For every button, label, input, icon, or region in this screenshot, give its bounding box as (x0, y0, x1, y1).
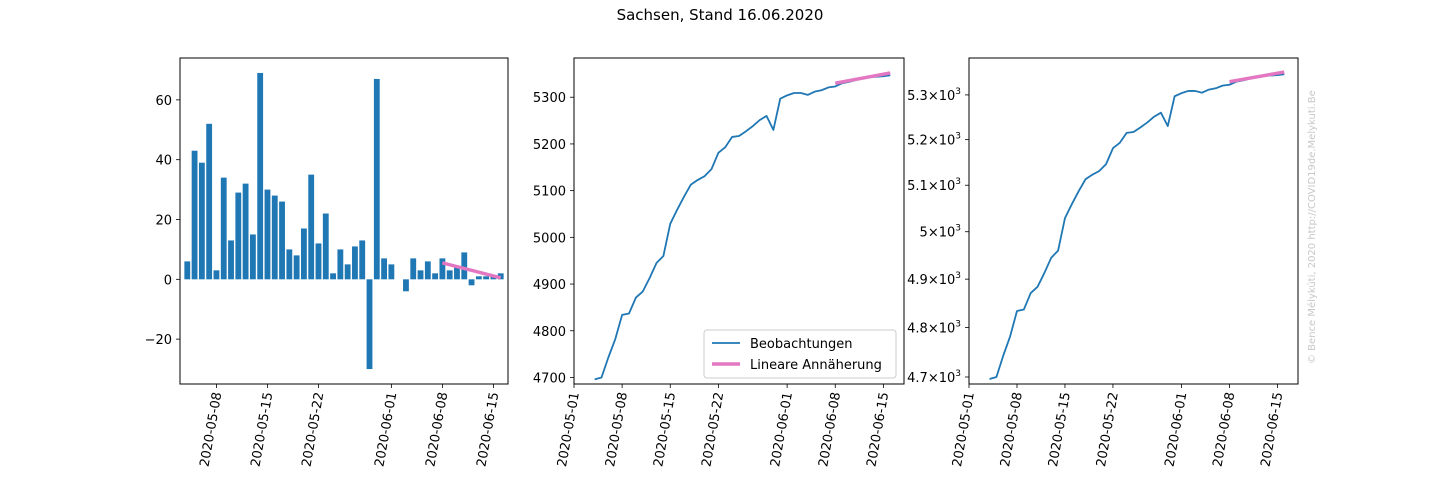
watermark-text: © Bence Mélykúti, 2020 http://COVID19de.… (1307, 90, 1318, 364)
y-tick-label: 5.3×103 (907, 87, 961, 104)
cumulative-log-chart: 4.7×103 4.8×103 4.9×103 5×103 5.1×103 5.2×103… (907, 57, 1299, 468)
x-tick-label: 2020-06-15 (864, 391, 892, 468)
x-tick-label: 2020-05-08 (197, 391, 225, 468)
y-tick-label: −20 (145, 333, 172, 348)
axes-frame (179, 57, 509, 385)
y-tick-label: 5.1×103 (907, 177, 961, 194)
y-tick-label: 4900 (533, 278, 566, 293)
bar (315, 243, 322, 280)
y-tick-label: 20 (155, 214, 172, 229)
x-tick-label: 2020-05-15 (1046, 391, 1074, 468)
bar (191, 150, 198, 280)
bar (417, 270, 424, 280)
bar (184, 261, 191, 280)
legend-label-observations: Beobachtungen (750, 337, 853, 352)
bar (220, 177, 227, 280)
y-tick-label: 40 (155, 154, 172, 169)
axes-frame (968, 57, 1299, 385)
y-tick-label: 4800 (533, 325, 566, 340)
x-tick-label: 2020-06-15 (1258, 391, 1286, 468)
x-tick-label: 2020-05-22 (300, 391, 328, 468)
bar (206, 123, 213, 280)
x-tick-label: 2020-06-08 (816, 391, 844, 468)
y-tick-label: 60 (155, 94, 172, 109)
observations-line (989, 73, 1285, 380)
bar (235, 192, 242, 280)
bar (490, 276, 497, 280)
bar (308, 174, 315, 280)
x-tick-label: 2020-06-15 (474, 391, 502, 468)
x-tick-label: 2020-06-08 (1211, 391, 1239, 468)
y-tick-label: 4.9×103 (907, 271, 961, 288)
x-tick-label: 2020-05-08 (603, 391, 631, 468)
bar (475, 276, 482, 280)
y-tick-label: 5200 (533, 138, 566, 153)
bar (300, 228, 307, 280)
x-tick-label: 2020-05-08 (998, 391, 1026, 468)
bar (249, 234, 256, 280)
bar (286, 249, 293, 280)
bar (228, 240, 234, 280)
fit-line (834, 71, 891, 85)
y-tick-label: 4.7×103 (907, 369, 961, 386)
bar (439, 258, 446, 280)
bar (366, 279, 373, 370)
bar (293, 255, 300, 280)
legend-label-fit: Lineare Annäherung (750, 358, 882, 373)
y-tick-label: 5000 (533, 231, 566, 246)
figure-title: Sachsen, Stand 16.06.2020 (616, 6, 824, 24)
legend-box (703, 329, 897, 379)
fit-line (441, 261, 502, 280)
bar (198, 162, 205, 280)
x-tick-label: 2020-06-01 (768, 391, 796, 468)
bar (344, 264, 351, 280)
bar (213, 270, 220, 280)
fit-line (1229, 70, 1285, 84)
bar (424, 261, 431, 280)
bar (403, 279, 409, 292)
x-tick-label: 2020-05-15 (249, 391, 277, 468)
y-tick-label: 4.8×103 (907, 320, 961, 337)
bar (264, 189, 271, 280)
bar (271, 195, 278, 280)
x-tick-label: 2020-05-22 (1094, 391, 1122, 468)
y-tick-label: 5.2×103 (907, 132, 961, 149)
x-tick-label: 2020-06-01 (1163, 391, 1191, 468)
bar (352, 246, 358, 280)
bar (373, 78, 380, 280)
bar (446, 270, 453, 280)
bar (468, 279, 475, 286)
y-tick-label: 5100 (533, 185, 566, 200)
bar (359, 240, 366, 280)
y-tick-label: 5×103 (920, 224, 961, 241)
bar (461, 252, 468, 280)
bar (279, 201, 285, 280)
axes-frame (573, 57, 905, 385)
cumulative-linear-chart: 4700 4800 4900 5000 5100 5200 5300 2020-05-01 20… (533, 57, 905, 468)
bar (388, 264, 395, 280)
daily-change-bar-chart: −20 0 20 40 60 2020-05-08 2020-05-15 2020-05-22… (145, 57, 509, 468)
x-tick-label: 2020-05-01 (950, 391, 978, 468)
x-tick-label: 2020-06-01 (372, 391, 400, 468)
bar (337, 249, 344, 280)
bar (432, 273, 439, 280)
bar (242, 183, 249, 280)
bar (330, 273, 336, 280)
x-tick-label: 2020-05-15 (651, 391, 679, 468)
bar (410, 258, 417, 280)
legend: Beobachtungen Lineare Annäherung (703, 329, 897, 379)
y-tick-label: 4700 (533, 371, 566, 386)
bar (381, 258, 388, 280)
bar (454, 267, 460, 280)
bar (257, 72, 264, 280)
y-tick-label: 0 (164, 273, 172, 288)
bar (322, 213, 329, 280)
bar (483, 276, 490, 280)
y-tick-label: 5300 (533, 91, 566, 106)
x-tick-label: 2020-05-01 (555, 391, 583, 468)
x-tick-label: 2020-05-22 (699, 391, 727, 468)
x-tick-label: 2020-06-08 (423, 391, 451, 468)
